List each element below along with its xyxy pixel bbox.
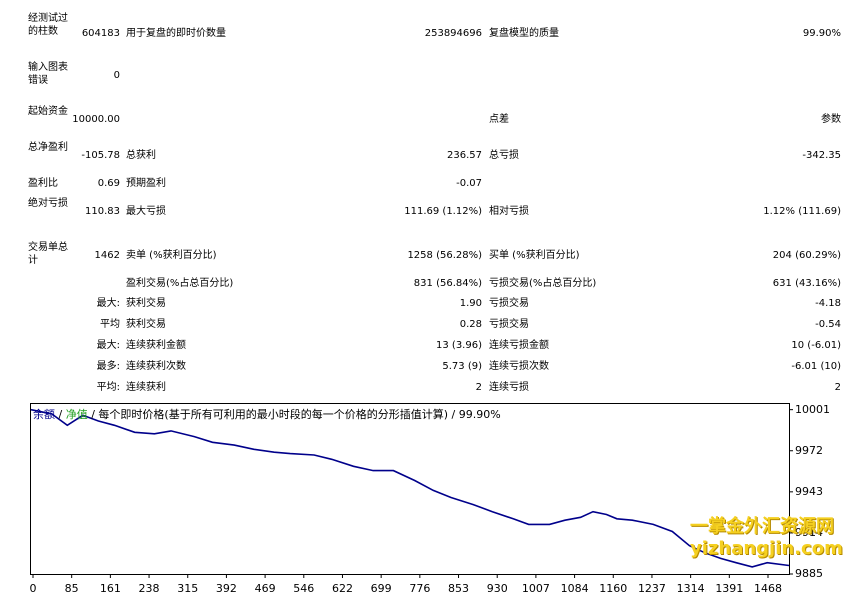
balance-chart: [30, 403, 790, 575]
bars-tested-label: 经测试过的柱数: [28, 13, 68, 37]
most-consecutive-profit-value: 5.73 (9): [442, 361, 482, 372]
spread-label: 点差: [489, 114, 509, 125]
max-drawdown-value: 111.69 (1.12%): [404, 206, 482, 217]
max-consecutive-wins-label: 连续获利金额: [126, 340, 186, 351]
chart-errors-value: 0: [113, 70, 120, 81]
average-profit-value: 0.28: [459, 319, 482, 330]
largest-profit-value: 1.90: [459, 298, 482, 309]
short-positions-label: 卖单 (%获利百分比): [126, 250, 217, 261]
max-consecutive-losses-label: 连续亏损金额: [489, 340, 549, 351]
x-tick-label: 161: [99, 582, 121, 595]
legend-balance: 余额: [33, 408, 55, 421]
max-consecutive-losses-value: 10 (-6.01): [791, 340, 841, 351]
average-prefix: 平均: [100, 319, 120, 330]
long-positions-label: 买单 (%获利百分比): [489, 250, 580, 261]
avg-consecutive-losses-value: 2: [834, 382, 841, 393]
x-tick-label: 699: [370, 582, 392, 595]
profit-factor-label: 盈利比: [28, 178, 58, 189]
params-label: 参数: [821, 114, 841, 125]
average-profit-label: 获利交易: [126, 319, 166, 330]
avg-consecutive-wins-label: 连续获利: [126, 382, 166, 393]
y-tick-label: 9914: [795, 525, 823, 539]
relative-drawdown-value: 1.12% (111.69): [763, 206, 841, 217]
y-tick-label: 9972: [795, 443, 823, 457]
ticks-value: 253894696: [424, 28, 482, 39]
max-consecutive-wins-value: 13 (3.96): [436, 340, 482, 351]
maximum-prefix: 最大:: [96, 340, 120, 351]
bars-tested-value: 604183: [81, 28, 120, 39]
y-tick-label: 9885: [795, 567, 823, 580]
quality-value: 99.90%: [802, 28, 841, 39]
gross-profit-value: 236.57: [447, 150, 482, 161]
profit-trades-value: 831 (56.84%): [413, 278, 482, 289]
x-tick-label: 469: [254, 582, 276, 595]
long-positions-value: 204 (60.29%): [772, 250, 841, 261]
loss-trades-label: 亏损交易(%占总百分比): [489, 278, 597, 289]
x-tick-label: 392: [215, 582, 237, 595]
y-tick-label: 10001: [795, 402, 830, 416]
total-trades-value: 1462: [94, 250, 120, 261]
x-tick-label: 930: [486, 582, 508, 595]
largest-loss-label: 亏损交易: [489, 298, 529, 309]
gross-profit-label: 总获利: [126, 150, 156, 161]
x-tick-label: 622: [331, 582, 353, 595]
x-tick-label: 853: [448, 582, 470, 595]
most-consecutive-profit-label: 连续获利次数: [126, 361, 186, 372]
legend-description: / 每个即时价格(基于所有可利用的最小时段的每一个价格的分形插值计算) / 99…: [91, 408, 501, 421]
largest-profit-label: 获利交易: [126, 298, 166, 309]
watermark-url: yizhangjin.com: [690, 538, 843, 559]
avg-consecutive-losses-label: 连续亏损: [489, 382, 529, 393]
average-loss-value: -0.54: [815, 319, 841, 330]
x-tick-label: 238: [138, 582, 160, 595]
quality-label: 复盘模型的质量: [489, 28, 559, 39]
net-profit-label: 总净盈利: [28, 142, 68, 153]
ticks-label: 用于复盘的即时价数量: [126, 28, 226, 39]
x-tick-label: 1314: [676, 582, 705, 595]
average2-prefix: 平均:: [96, 382, 120, 393]
watermark-title: 一掌金外汇资源网: [690, 516, 834, 537]
x-tick-label: 85: [64, 582, 79, 595]
initial-deposit-value: 10000.00: [72, 114, 120, 125]
x-tick-label: 1160: [599, 582, 628, 595]
legend-equity: 净值: [65, 408, 88, 421]
chart-errors-label: 输入图表错误: [28, 62, 68, 86]
initial-deposit-label: 起始资金: [28, 106, 68, 117]
chart-legend: 余额 / 净值 / 每个即时价格(基于所有可利用的最小时段的每一个价格的分形插值…: [33, 406, 501, 422]
x-tick-label: 315: [177, 582, 199, 595]
loss-trades-value: 631 (43.16%): [772, 278, 841, 289]
x-tick-label: 776: [409, 582, 431, 595]
avg-consecutive-wins-value: 2: [475, 382, 482, 393]
x-tick-label: 1007: [521, 582, 550, 595]
x-tick-label: 1084: [560, 582, 589, 595]
x-tick-label: 0: [29, 582, 37, 595]
relative-drawdown-label: 相对亏损: [489, 206, 529, 217]
net-profit-value: -105.78: [81, 150, 120, 161]
x-tick-label: 1237: [637, 582, 666, 595]
profit-trades-label: 盈利交易(%占总百分比): [126, 278, 234, 289]
short-positions-value: 1258 (56.28%): [407, 250, 482, 261]
largest-prefix: 最大:: [96, 298, 120, 309]
x-tick-label: 1391: [715, 582, 744, 595]
absolute-drawdown-value: 110.83: [85, 206, 120, 217]
total-trades-label: 交易单总计: [28, 242, 68, 266]
max-drawdown-label: 最大亏损: [126, 206, 166, 217]
largest-loss-value: -4.18: [815, 298, 841, 309]
x-tick-label: 546: [293, 582, 315, 595]
most-prefix: 最多:: [96, 361, 120, 372]
most-consecutive-loss-value: -6.01 (10): [791, 361, 841, 372]
expected-payoff-label: 预期盈利: [126, 178, 166, 189]
gross-loss-value: -342.35: [802, 150, 841, 161]
legend-separator: /: [58, 408, 63, 421]
expected-payoff-value: -0.07: [456, 178, 482, 189]
y-tick-label: 9943: [795, 484, 823, 498]
most-consecutive-loss-label: 连续亏损次数: [489, 361, 549, 372]
profit-factor-value: 0.69: [97, 178, 120, 189]
x-tick-label: 1468: [754, 582, 782, 595]
gross-loss-label: 总亏损: [489, 150, 519, 161]
average-loss-label: 亏损交易: [489, 319, 529, 330]
absolute-drawdown-label: 绝对亏损: [28, 198, 68, 209]
